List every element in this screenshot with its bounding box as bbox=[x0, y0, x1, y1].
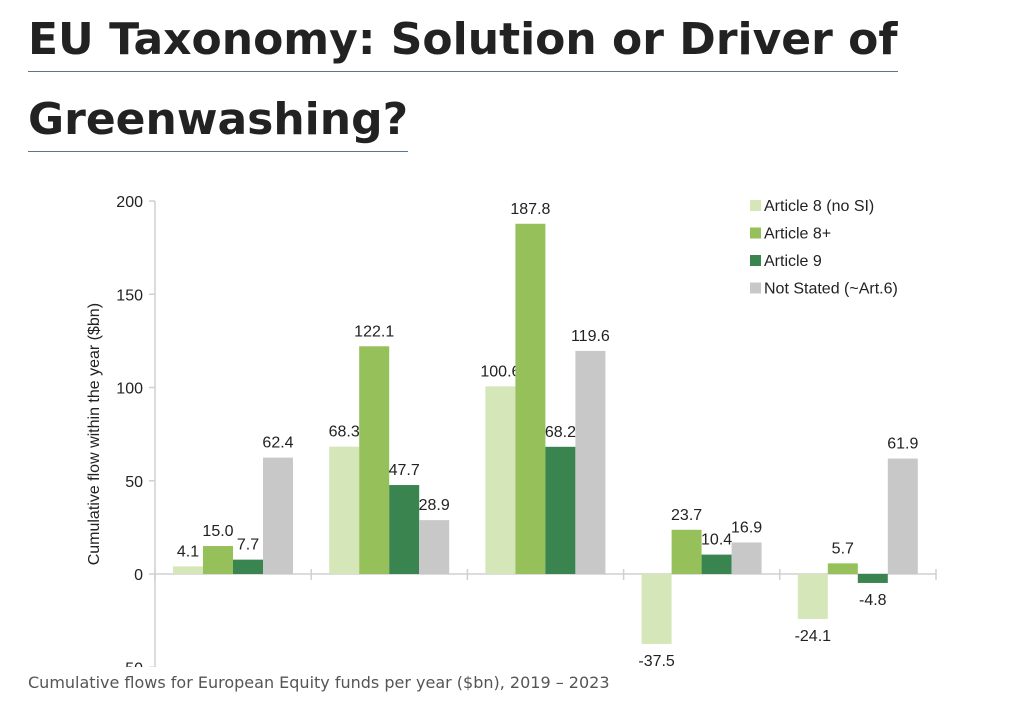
bar-2022-0 bbox=[641, 574, 672, 644]
bar-2019-2 bbox=[233, 559, 263, 574]
data-label: 62.4 bbox=[262, 435, 293, 452]
y-tick-label: 0 bbox=[134, 567, 143, 584]
y-tick-label: 200 bbox=[116, 194, 143, 211]
data-label: 16.9 bbox=[731, 519, 762, 536]
bar-2020-2 bbox=[389, 485, 420, 574]
data-label: 23.7 bbox=[671, 507, 702, 524]
data-label: 5.7 bbox=[832, 540, 854, 557]
data-label: 119.6 bbox=[571, 328, 610, 345]
data-label: 68.2 bbox=[545, 424, 576, 441]
legend-swatch bbox=[750, 282, 761, 294]
bar-2023-3 bbox=[887, 458, 918, 574]
y-axis-title: Cumulative flow within the year ($bn) bbox=[86, 303, 103, 565]
data-label: 122.1 bbox=[354, 323, 394, 340]
page-title-text: EU Taxonomy: Solution or Driver of Green… bbox=[28, 14, 898, 152]
bar-2021-1 bbox=[515, 223, 546, 574]
data-label: 4.1 bbox=[177, 543, 199, 560]
bar-2021-2 bbox=[545, 446, 576, 574]
page-title: EU Taxonomy: Solution or Driver of Green… bbox=[28, 0, 1008, 160]
legend-swatch bbox=[750, 227, 761, 239]
bar-chart: 200 150 100 50 0 -50 Cumulative flow within th… bbox=[86, 194, 937, 667]
data-label: 7.7 bbox=[237, 537, 259, 554]
data-label: 47.7 bbox=[389, 462, 420, 479]
bar-2022-2 bbox=[701, 554, 732, 574]
bar-2023-0 bbox=[797, 574, 828, 619]
data-label: -37.5 bbox=[638, 653, 675, 667]
bar-2022-1 bbox=[671, 529, 702, 574]
y-tick-label: 50 bbox=[125, 474, 143, 491]
data-label: 68.3 bbox=[329, 424, 360, 441]
bar-2019-0 bbox=[173, 566, 203, 574]
legend-label: Article 8+ bbox=[764, 226, 831, 243]
bar-2023-1 bbox=[827, 563, 858, 574]
legend-swatch bbox=[750, 200, 761, 211]
legend-label: Article 9 bbox=[764, 253, 822, 270]
data-label: 187.8 bbox=[510, 201, 550, 218]
y-tick-label: 150 bbox=[116, 287, 143, 304]
bar-2022-3 bbox=[731, 542, 762, 574]
bar-2023-2 bbox=[857, 574, 888, 583]
bar-2020-3 bbox=[419, 520, 450, 574]
chart-caption: Cumulative flows for European Equity fun… bbox=[28, 673, 610, 692]
bar-2019-3 bbox=[263, 457, 293, 574]
data-label: 10.4 bbox=[701, 532, 732, 549]
legend-label: Not Stated (~Art.6) bbox=[764, 281, 898, 298]
bar-2020-1 bbox=[359, 346, 390, 574]
bar-2021-3 bbox=[575, 350, 606, 574]
legend-swatch bbox=[750, 255, 761, 266]
y-tick-label: 100 bbox=[116, 381, 143, 398]
data-label: -24.1 bbox=[795, 628, 832, 645]
data-label: 61.9 bbox=[887, 436, 918, 453]
legend-label: Article 8 (no SI) bbox=[764, 198, 874, 215]
y-tick-label: -50 bbox=[120, 660, 143, 667]
data-label: 15.0 bbox=[202, 523, 233, 540]
bar-2021-0 bbox=[485, 386, 516, 574]
data-label: -4.8 bbox=[859, 592, 887, 609]
bar-2020-0 bbox=[329, 446, 360, 574]
bar-2019-1 bbox=[203, 546, 233, 574]
data-label: 100.6 bbox=[480, 363, 520, 380]
data-label: 28.9 bbox=[419, 497, 450, 514]
